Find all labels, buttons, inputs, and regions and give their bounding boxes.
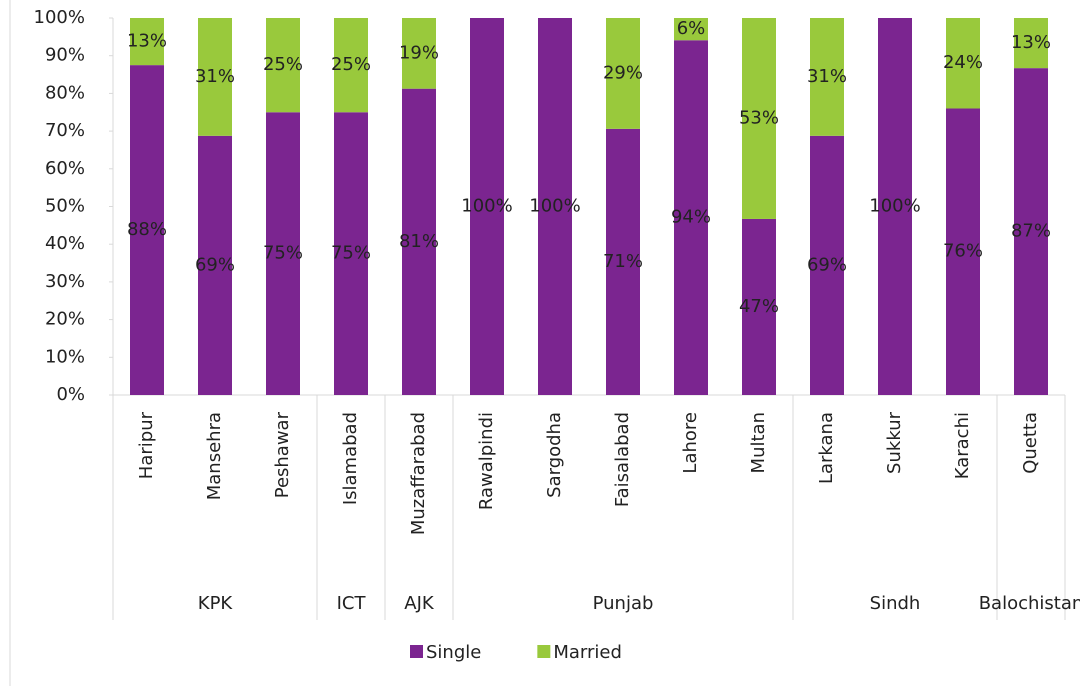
data-label: 25% xyxy=(331,54,371,75)
bar-segment xyxy=(810,18,844,136)
data-label: 29% xyxy=(603,62,643,83)
bar-segment xyxy=(334,18,368,113)
data-label: 24% xyxy=(943,52,983,73)
data-label: 31% xyxy=(195,66,235,87)
data-label: 100% xyxy=(869,196,920,217)
y-tick-label: 10% xyxy=(45,346,85,367)
x-tick-label: Karachi xyxy=(952,412,973,479)
x-tick-label: Mansehra xyxy=(204,412,225,500)
y-tick-label: 80% xyxy=(45,82,85,103)
data-label: 6% xyxy=(677,18,706,39)
x-tick-label: Haripur xyxy=(136,411,157,479)
data-label: 13% xyxy=(1011,32,1051,53)
bar-segment xyxy=(742,18,776,219)
data-label: 100% xyxy=(461,196,512,217)
x-tick-label: Sargodha xyxy=(544,412,565,498)
data-label: 76% xyxy=(943,241,983,262)
y-tick-label: 50% xyxy=(45,196,85,217)
x-tick-label: Larkana xyxy=(816,412,837,484)
data-label: 71% xyxy=(603,251,643,272)
bar-segment xyxy=(402,88,436,395)
group-label: Balochistan xyxy=(979,593,1080,614)
y-tick-label: 0% xyxy=(56,384,85,405)
data-label: 47% xyxy=(739,296,779,317)
bar-segment xyxy=(266,112,300,395)
y-tick-label: 90% xyxy=(45,45,85,66)
data-label: 19% xyxy=(399,42,439,63)
bar-segment xyxy=(946,18,980,109)
bar-segment xyxy=(266,18,300,113)
data-label: 94% xyxy=(671,207,711,228)
group-label: KPK xyxy=(198,593,234,614)
data-label: 13% xyxy=(127,31,167,52)
bar-segment xyxy=(538,18,572,395)
data-label: 88% xyxy=(127,219,167,240)
bar-segment xyxy=(606,128,640,395)
bar-segment xyxy=(674,18,708,41)
bar-segment xyxy=(606,18,640,129)
bar-segment xyxy=(1014,18,1048,69)
bar-segment xyxy=(198,18,232,136)
x-tick-label: Lahore xyxy=(680,412,701,474)
group-label: Punjab xyxy=(593,593,654,614)
data-label: 87% xyxy=(1011,221,1051,242)
x-tick-label: Sukkur xyxy=(884,411,905,474)
data-label: 31% xyxy=(807,66,847,87)
x-tick-label: Multan xyxy=(748,412,769,473)
x-tick-label: Faisalabad xyxy=(612,412,633,507)
data-label: 100% xyxy=(529,196,580,217)
y-tick-label: 100% xyxy=(34,7,85,28)
y-tick-label: 60% xyxy=(45,158,85,179)
data-label: 81% xyxy=(399,231,439,252)
bar-segment xyxy=(946,108,980,395)
group-label: AJK xyxy=(404,593,435,614)
legend-swatch xyxy=(537,645,551,658)
data-label: 75% xyxy=(331,243,371,264)
group-label: ICT xyxy=(337,593,367,614)
legend-label: Single xyxy=(426,642,481,663)
bar-segment xyxy=(1014,68,1048,396)
y-tick-label: 30% xyxy=(45,271,85,292)
bar-segment xyxy=(470,18,504,395)
y-tick-label: 20% xyxy=(45,309,85,330)
data-label: 69% xyxy=(807,254,847,275)
y-tick-label: 70% xyxy=(45,120,85,141)
bar-segment xyxy=(402,18,436,89)
bar-segment xyxy=(198,135,232,395)
bar-segment xyxy=(334,112,368,395)
bar-segment xyxy=(674,40,708,395)
x-tick-label: Rawalpindi xyxy=(476,412,497,510)
data-label: 75% xyxy=(263,243,303,264)
group-label: Sindh xyxy=(870,593,921,614)
bar-segment xyxy=(742,218,776,395)
data-label: 53% xyxy=(739,107,779,128)
bar-segment xyxy=(878,18,912,395)
x-tick-label: Islamabad xyxy=(340,412,361,505)
bar-segment xyxy=(130,65,164,395)
data-label: 69% xyxy=(195,254,235,275)
legend-label: Married xyxy=(553,642,622,663)
bar-segment xyxy=(810,135,844,395)
data-label: 25% xyxy=(263,54,303,75)
bar-segment xyxy=(130,18,164,66)
x-tick-label: Quetta xyxy=(1020,412,1041,474)
y-tick-label: 40% xyxy=(45,233,85,254)
legend-swatch xyxy=(410,645,423,658)
x-tick-label: Peshawar xyxy=(272,411,293,498)
x-tick-label: Muzaffarabad xyxy=(408,412,429,535)
